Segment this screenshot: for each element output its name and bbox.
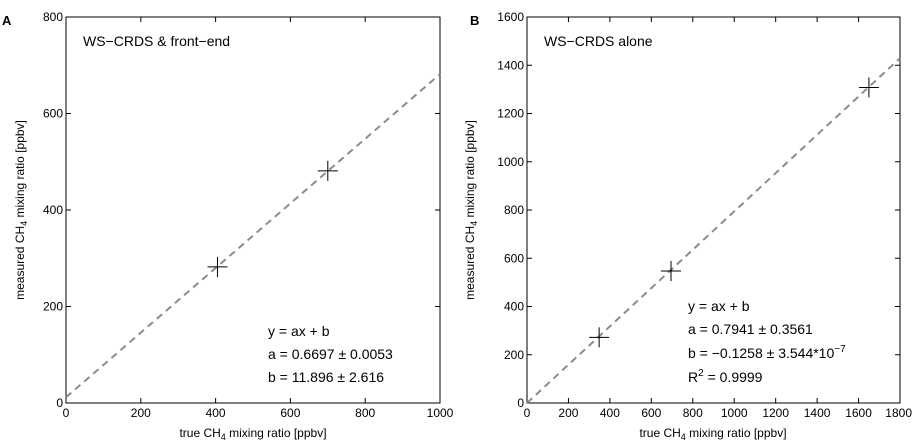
panel-a-fit-line (65, 73, 441, 399)
panel-b-x-tick-label: 1000 (721, 406, 748, 420)
panel-b-y-tick-label: 1600 (497, 10, 524, 24)
panel-a-y-tick-label: 800 (43, 10, 63, 24)
panel-b-x-tick-label: 1600 (845, 406, 872, 420)
panel-b-data-point (589, 327, 610, 348)
panel-b-data-point (858, 77, 879, 98)
panel-a-x-tick-label: 200 (131, 406, 151, 420)
panel-b-annotation-line1: y = ax + b (688, 298, 750, 314)
panel-b-annotation-line2: a = 0.7941 ± 0.3561 (688, 321, 813, 337)
panel-a-y-axis-label: measured CH4 mixing ratio [ppbv] (13, 120, 29, 300)
panel-b-y-axis-label: measured CH4 mixing ratio [ppbv] (463, 120, 479, 300)
panel-b-y-tick-label: 1200 (497, 107, 524, 121)
panel-b-y-ticks: 0 200 400 600 800 1000 1200 1400 1600 (497, 10, 900, 410)
panel-b-x-tick-label: 1200 (762, 406, 789, 420)
panel-a-x-tick-label: 400 (206, 406, 226, 420)
panel-b-annotation-line3: b = −0.1258 ± 3.544*10−7 (688, 344, 846, 361)
panel-a-y-tick-label: 0 (56, 396, 63, 410)
panel-a-y-tick-label: 600 (43, 107, 63, 121)
panel-b-y-tick-label: 800 (504, 203, 524, 217)
panel-b-y-tick-label: 400 (504, 300, 524, 314)
panel-b-data-point (661, 261, 682, 282)
panel-b-x-tick-label: 0 (524, 406, 531, 420)
panel-a-x-ticks: 0 200 400 600 800 1000 (63, 17, 454, 420)
panel-b-fit-line (526, 57, 901, 404)
panel-b-y-tick-label: 1400 (497, 58, 524, 72)
panel-b-x-tick-label: 200 (558, 406, 578, 420)
panel-a-data-points (207, 160, 338, 277)
panel-b-x-tick-label: 1400 (804, 406, 831, 420)
panel-a-x-axis-label: true CH4 mixing ratio [ppbv] (179, 426, 326, 441)
panel-a-annotation-line3: b = 11.896 ± 2.616 (268, 369, 384, 385)
panel-b-x-tick-label: 800 (683, 406, 703, 420)
panel-b-x-tick-label: 600 (641, 406, 661, 420)
panel-b-x-axis-label: true CH4 mixing ratio [ppbv] (639, 426, 786, 441)
panel-a-y-tick-label: 400 (43, 203, 63, 217)
panel-a-x-tick-label: 600 (280, 406, 300, 420)
panel-b-y-tick-label: 1000 (497, 155, 524, 169)
panel-b-y-tick-label: 200 (504, 348, 524, 362)
panel-b-data-points (589, 77, 879, 348)
panel-a-y-ticks: 0 200 400 600 800 (43, 10, 440, 410)
panel-a: A 0 200 400 600 800 1000 0 200 400 600 800 WS−CRD… (2, 10, 454, 441)
panel-a-x-tick-label: 800 (355, 406, 375, 420)
panel-a-title: WS−CRDS & front−end (83, 33, 230, 49)
panel-b-y-tick-label: 600 (504, 251, 524, 265)
panel-b-title: WS−CRDS alone (544, 33, 653, 49)
panel-b-x-tick-label: 1800 (885, 406, 912, 420)
panel-b-x-ticks: 0 200 400 600 800 1000 1200 1400 1600 1800 (524, 17, 912, 420)
panel-a-y-tick-label: 200 (43, 300, 63, 314)
panel-a-data-point (207, 256, 228, 277)
panel-b-letter: B (470, 13, 479, 28)
panel-a-data-point (317, 160, 338, 181)
panel-b-x-tick-label: 400 (600, 406, 620, 420)
panel-a-x-tick-label: 0 (63, 406, 70, 420)
panel-a-annotation-line1: y = ax + b (268, 323, 330, 339)
panel-a-x-tick-label: 1000 (427, 406, 454, 420)
panel-b-y-tick-label: 0 (517, 396, 524, 410)
panel-b-annotation-line4: R2 = 0.9999 (688, 368, 763, 385)
panel-a-annotation-line2: a = 0.6697 ± 0.0053 (268, 346, 393, 362)
panel-b: B 0 200 400 600 800 1000 1200 1400 1600 1800 0 200… (463, 10, 912, 441)
panel-a-letter: A (2, 13, 12, 28)
